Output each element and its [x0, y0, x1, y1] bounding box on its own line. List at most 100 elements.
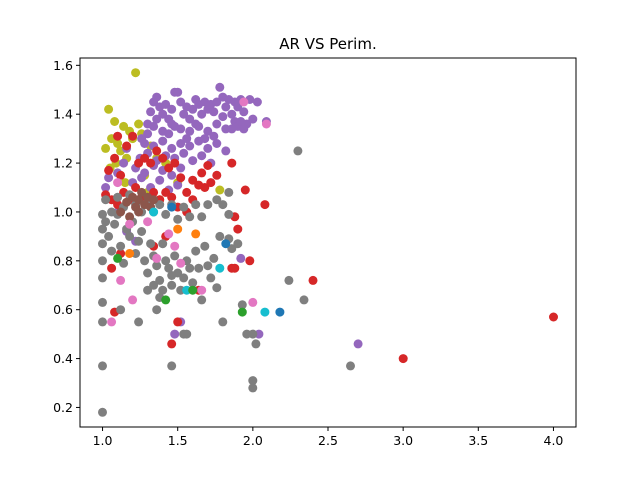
data-point [143, 129, 153, 139]
data-point [134, 207, 144, 217]
data-point [161, 187, 171, 197]
data-point [197, 109, 207, 119]
data-point [185, 114, 195, 124]
chart-title: AR VS Perim. [279, 35, 376, 53]
data-point [227, 109, 237, 119]
data-point [152, 92, 162, 102]
data-point [227, 158, 237, 168]
data-point [248, 297, 258, 307]
data-point [143, 217, 153, 227]
data-point [120, 178, 130, 188]
data-point [233, 239, 243, 249]
data-point [161, 99, 171, 109]
data-point [237, 307, 247, 317]
data-point [167, 271, 177, 280]
data-point [173, 87, 183, 97]
data-point [179, 202, 189, 212]
data-point [101, 143, 111, 153]
data-point [149, 195, 159, 205]
data-point [164, 129, 174, 139]
data-point [98, 209, 107, 219]
data-point [191, 229, 201, 239]
data-point [116, 275, 126, 285]
data-point [182, 187, 192, 197]
data-point [173, 317, 183, 327]
data-point [128, 131, 138, 141]
data-point [119, 258, 129, 268]
data-point [167, 104, 177, 114]
data-point [185, 212, 195, 222]
data-point [215, 185, 225, 195]
data-point [176, 163, 186, 173]
data-point [104, 165, 114, 175]
data-point [152, 114, 162, 124]
data-point [161, 209, 171, 219]
data-point [158, 285, 168, 295]
data-point [203, 126, 213, 136]
data-point [137, 173, 147, 183]
data-point [261, 119, 271, 129]
x-tick-label: 1.0 [93, 433, 113, 448]
data-point [170, 329, 180, 339]
x-tick-label: 1.5 [168, 433, 188, 448]
data-point [101, 183, 111, 192]
data-point [137, 227, 147, 236]
data-point [185, 263, 195, 273]
data-point [176, 173, 186, 183]
data-point [218, 317, 228, 327]
data-point [185, 126, 195, 136]
data-point [236, 253, 246, 263]
data-point [346, 361, 355, 371]
data-point [215, 231, 225, 241]
data-point [125, 219, 135, 229]
data-point [215, 263, 225, 273]
data-point [98, 297, 107, 307]
data-point [122, 141, 132, 151]
data-point [248, 383, 258, 393]
data-point [170, 241, 180, 251]
data-point [194, 263, 204, 273]
data-point [158, 239, 168, 249]
data-point [179, 273, 189, 283]
data-point [149, 280, 159, 290]
data-point [146, 107, 156, 117]
data-point [188, 278, 198, 288]
data-point [107, 263, 117, 273]
data-point [248, 114, 258, 124]
data-point [134, 195, 144, 205]
data-point [197, 285, 207, 295]
data-point [176, 97, 186, 107]
data-point [299, 295, 309, 305]
data-point [176, 258, 186, 268]
data-point [113, 253, 123, 263]
data-point [209, 107, 219, 117]
y-tick-label: 1.4 [53, 107, 73, 122]
data-point [173, 180, 183, 190]
x-tick-label: 2.5 [318, 433, 338, 448]
data-point [158, 153, 168, 163]
data-point [173, 224, 183, 234]
data-point [200, 183, 210, 192]
data-point [113, 131, 123, 141]
data-point [98, 273, 107, 283]
data-point [227, 124, 237, 134]
data-point [230, 263, 240, 273]
data-point [131, 68, 141, 78]
data-point [203, 161, 213, 170]
data-point [197, 212, 207, 222]
data-point [167, 361, 177, 371]
data-point [215, 82, 225, 92]
data-point [104, 173, 114, 183]
data-point [239, 124, 249, 134]
data-point [212, 170, 222, 180]
data-point [125, 231, 135, 241]
data-point [167, 339, 177, 349]
data-point [239, 97, 249, 107]
y-tick-label: 1.6 [53, 58, 73, 73]
data-point [161, 256, 171, 266]
data-point [170, 158, 180, 168]
data-point [248, 329, 258, 339]
y-tick-label: 1.0 [53, 204, 73, 219]
data-point [98, 361, 107, 371]
data-point [152, 146, 162, 156]
